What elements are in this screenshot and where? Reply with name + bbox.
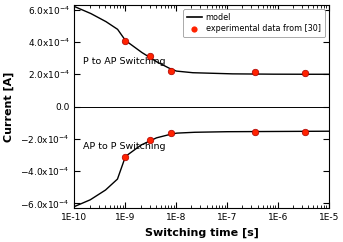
Point — [303, 130, 308, 134]
Text: AP to P Switching: AP to P Switching — [83, 142, 166, 151]
Y-axis label: Current [A]: Current [A] — [4, 71, 14, 142]
Point — [252, 130, 257, 134]
Point — [168, 69, 174, 73]
Point — [168, 131, 174, 135]
Point — [303, 71, 308, 75]
Point — [147, 54, 152, 58]
Point — [122, 155, 128, 159]
Legend: model, experimental data from [30]: model, experimental data from [30] — [183, 9, 324, 38]
X-axis label: Switching time [s]: Switching time [s] — [145, 227, 259, 238]
Text: P to AP Switching: P to AP Switching — [83, 57, 166, 66]
Point — [252, 70, 257, 74]
Point — [122, 39, 128, 43]
Point — [147, 138, 152, 142]
